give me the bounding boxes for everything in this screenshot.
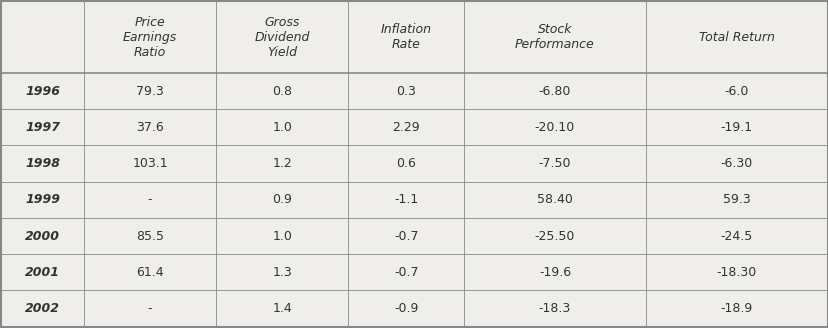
Text: -7.50: -7.50 bbox=[538, 157, 570, 170]
Text: 37.6: 37.6 bbox=[136, 121, 164, 134]
Text: -25.50: -25.50 bbox=[534, 230, 575, 242]
Text: -18.3: -18.3 bbox=[538, 302, 570, 315]
Text: -: - bbox=[147, 302, 152, 315]
Text: 85.5: 85.5 bbox=[136, 230, 164, 242]
Text: 61.4: 61.4 bbox=[136, 266, 164, 279]
Text: 2002: 2002 bbox=[25, 302, 60, 315]
Text: 0.3: 0.3 bbox=[396, 85, 416, 97]
Text: 1.4: 1.4 bbox=[272, 302, 291, 315]
Text: -19.1: -19.1 bbox=[720, 121, 752, 134]
Text: Gross
Dividend
Yield: Gross Dividend Yield bbox=[254, 16, 310, 59]
Text: -0.7: -0.7 bbox=[393, 266, 418, 279]
Text: 1.0: 1.0 bbox=[272, 121, 292, 134]
Text: -6.30: -6.30 bbox=[720, 157, 752, 170]
Text: -0.9: -0.9 bbox=[393, 302, 418, 315]
Text: 1.3: 1.3 bbox=[272, 266, 291, 279]
Text: -24.5: -24.5 bbox=[720, 230, 752, 242]
Text: Inflation
Rate: Inflation Rate bbox=[380, 23, 431, 51]
Text: 1.2: 1.2 bbox=[272, 157, 291, 170]
Text: 59.3: 59.3 bbox=[722, 193, 749, 206]
Text: 2001: 2001 bbox=[25, 266, 60, 279]
Text: 0.6: 0.6 bbox=[396, 157, 416, 170]
Text: Price
Earnings
Ratio: Price Earnings Ratio bbox=[123, 16, 177, 59]
Text: 58.40: 58.40 bbox=[537, 193, 572, 206]
Text: 0.8: 0.8 bbox=[272, 85, 292, 97]
Text: -: - bbox=[147, 193, 152, 206]
Text: -18.30: -18.30 bbox=[715, 266, 756, 279]
Text: 1.0: 1.0 bbox=[272, 230, 292, 242]
Text: 1999: 1999 bbox=[25, 193, 60, 206]
Text: -6.0: -6.0 bbox=[724, 85, 748, 97]
Text: 103.1: 103.1 bbox=[132, 157, 168, 170]
Text: 2.29: 2.29 bbox=[392, 121, 420, 134]
Text: 2000: 2000 bbox=[25, 230, 60, 242]
Text: 79.3: 79.3 bbox=[136, 85, 164, 97]
Text: -0.7: -0.7 bbox=[393, 230, 418, 242]
Text: -6.80: -6.80 bbox=[538, 85, 570, 97]
Text: 1998: 1998 bbox=[25, 157, 60, 170]
Text: Total Return: Total Return bbox=[698, 31, 773, 44]
Text: -18.9: -18.9 bbox=[720, 302, 752, 315]
Text: 1996: 1996 bbox=[25, 85, 60, 97]
Text: 0.9: 0.9 bbox=[272, 193, 292, 206]
Text: Stock
Performance: Stock Performance bbox=[514, 23, 595, 51]
Text: -1.1: -1.1 bbox=[393, 193, 418, 206]
Text: -20.10: -20.10 bbox=[534, 121, 575, 134]
Text: -19.6: -19.6 bbox=[538, 266, 570, 279]
Text: 1997: 1997 bbox=[25, 121, 60, 134]
